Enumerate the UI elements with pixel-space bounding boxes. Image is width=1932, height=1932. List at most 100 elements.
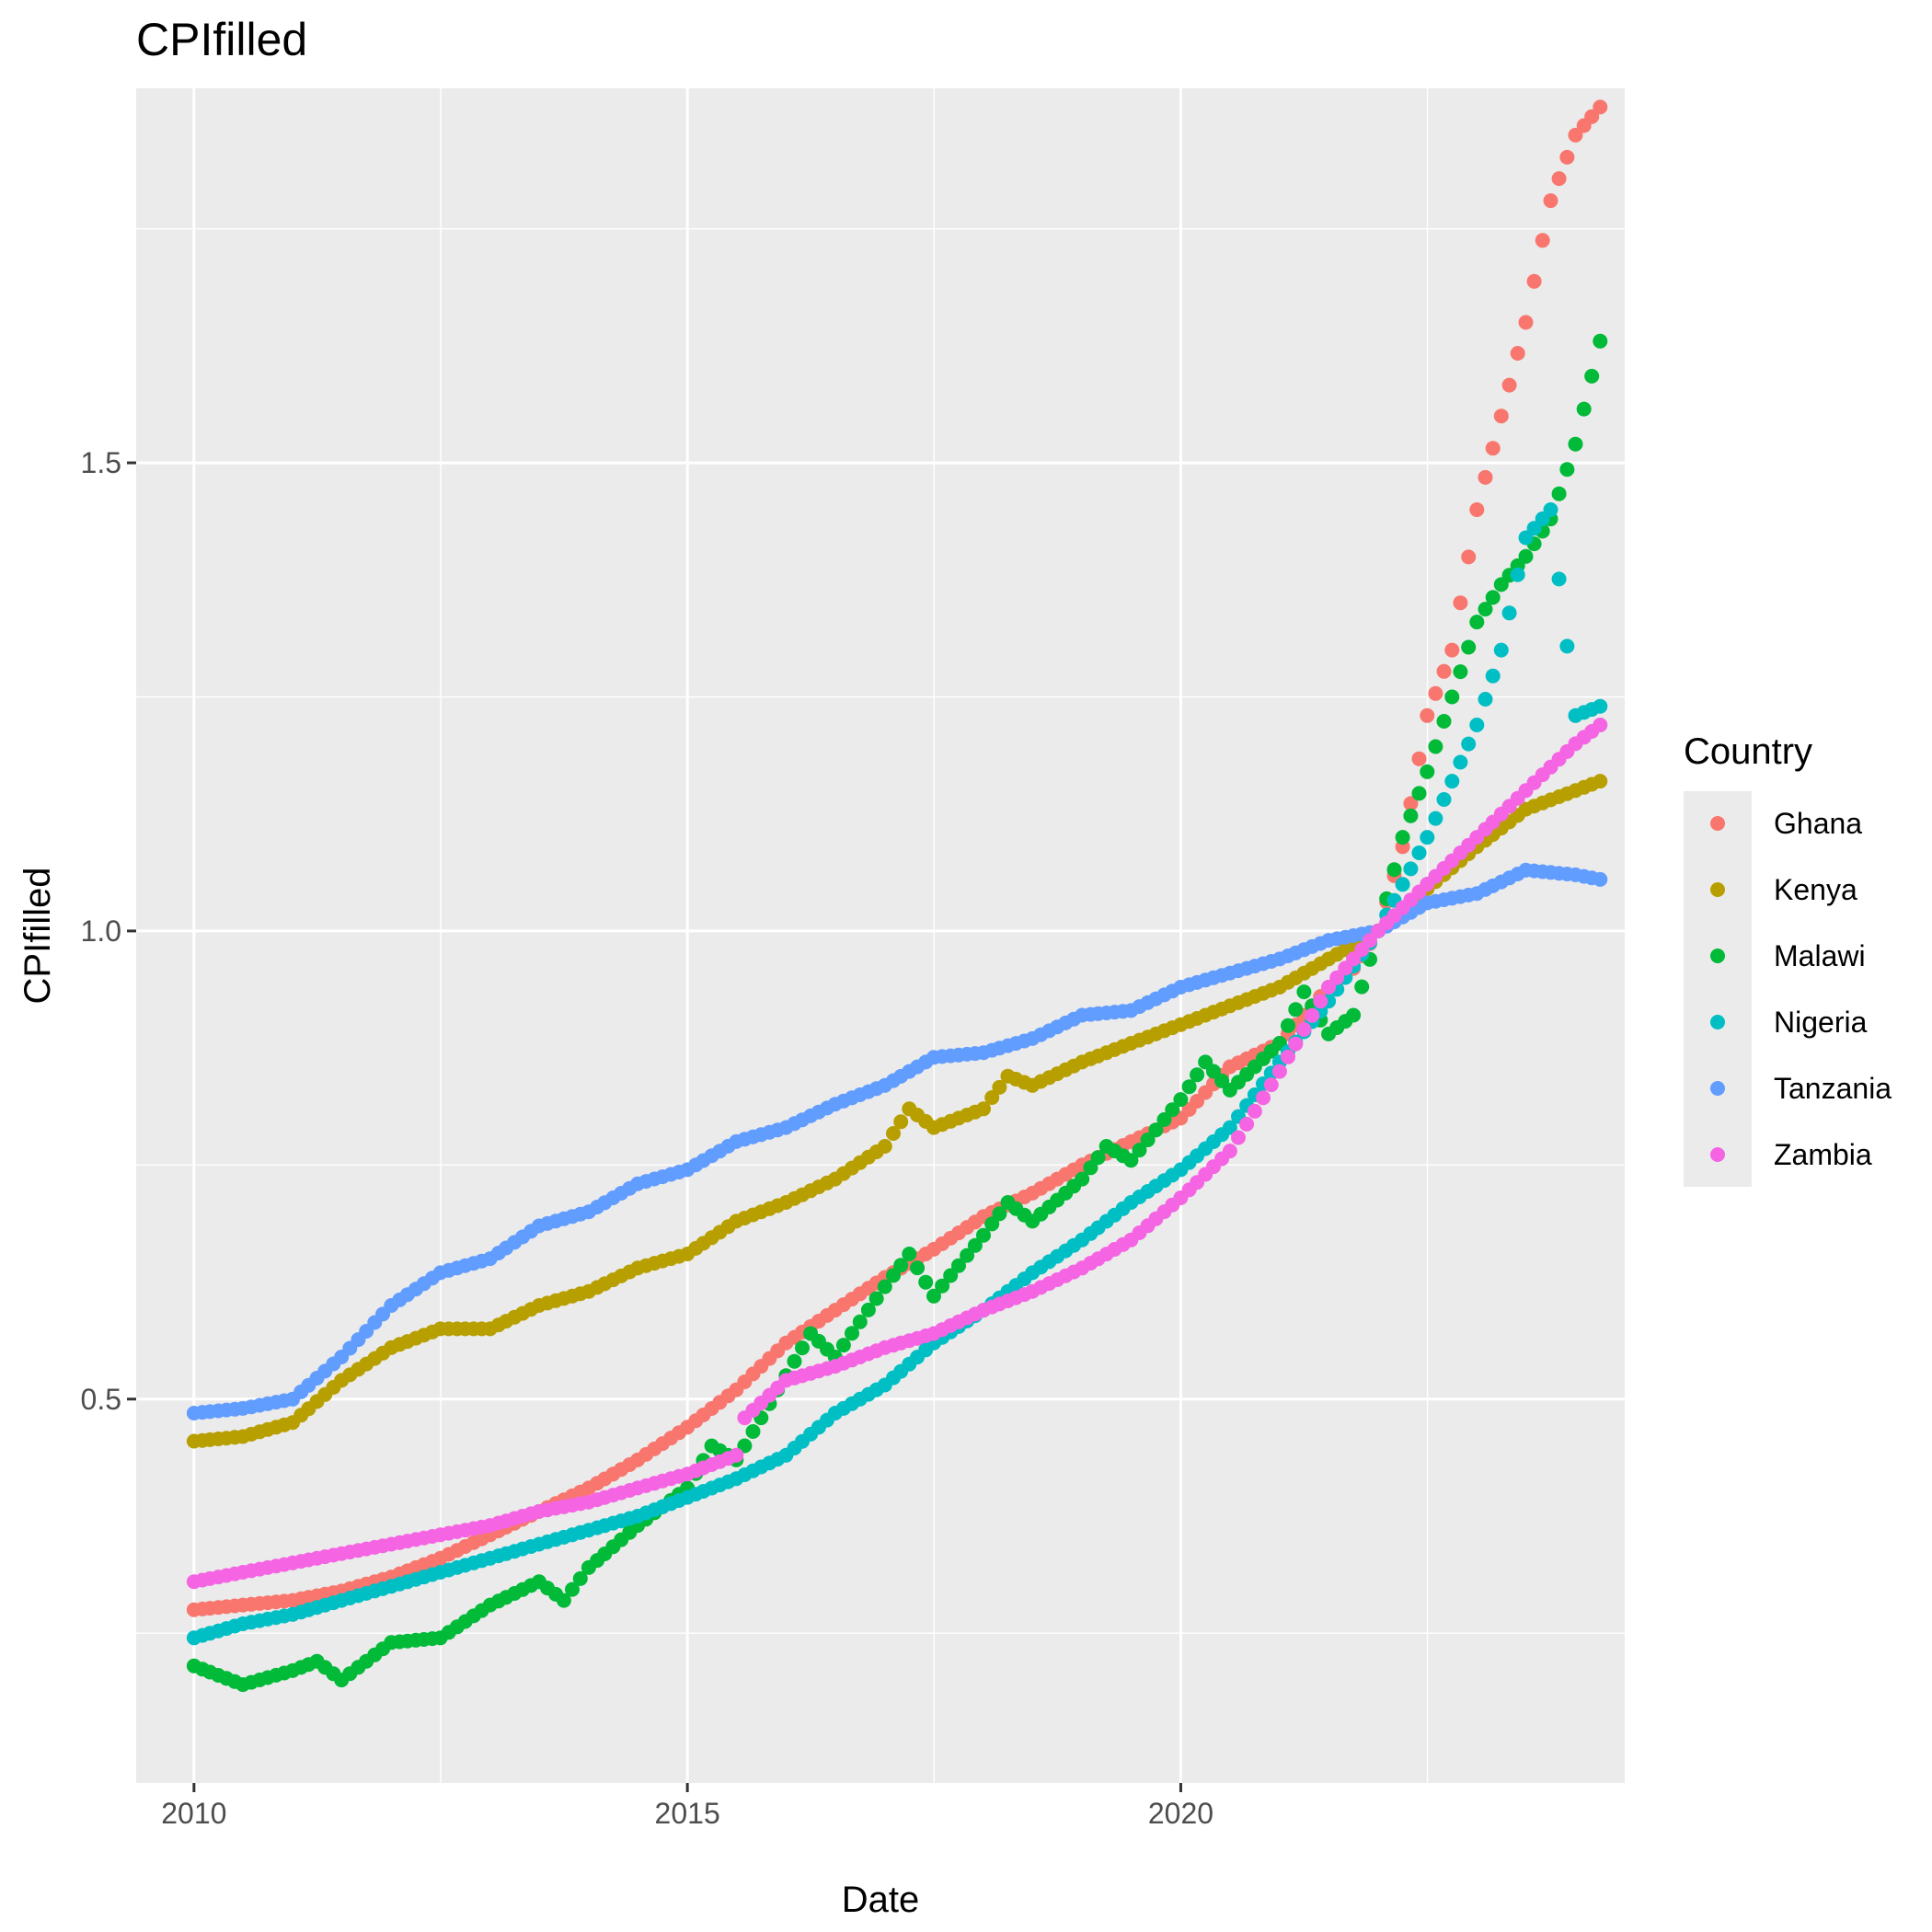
data-point bbox=[737, 1438, 753, 1454]
data-points bbox=[186, 99, 1608, 1693]
data-point bbox=[1222, 1120, 1237, 1135]
data-point bbox=[1222, 1144, 1237, 1159]
data-point bbox=[1444, 774, 1460, 789]
data-point bbox=[1156, 1112, 1172, 1127]
data-point bbox=[565, 1581, 580, 1597]
data-point bbox=[1288, 1036, 1304, 1052]
y-tick-label: 1.0 bbox=[81, 914, 121, 948]
grid-lines bbox=[136, 88, 1625, 1783]
legend-label-zambia: Zambia bbox=[1774, 1138, 1872, 1171]
data-point bbox=[1461, 736, 1477, 752]
data-point bbox=[1461, 639, 1477, 655]
data-point bbox=[1469, 502, 1485, 517]
data-point bbox=[1075, 1171, 1090, 1187]
data-point bbox=[1090, 1150, 1106, 1166]
data-point bbox=[1576, 401, 1592, 417]
data-point bbox=[1543, 502, 1558, 517]
data-point bbox=[1083, 1160, 1098, 1176]
y-axis-title: CPIfilled bbox=[17, 868, 58, 1005]
legend-label-tanzania: Tanzania bbox=[1774, 1072, 1892, 1105]
data-point bbox=[1559, 638, 1575, 654]
data-point bbox=[1239, 1116, 1255, 1132]
data-point bbox=[1453, 664, 1468, 680]
data-point bbox=[1493, 408, 1509, 424]
legend-key-background bbox=[1684, 791, 1752, 1187]
data-point bbox=[845, 1326, 859, 1341]
data-point bbox=[1559, 149, 1575, 165]
data-point bbox=[992, 1206, 1007, 1222]
legend-label-kenya: Kenya bbox=[1774, 873, 1857, 906]
data-point bbox=[1247, 1103, 1262, 1119]
legend-key-ghana bbox=[1710, 816, 1725, 831]
data-point bbox=[1461, 549, 1477, 565]
data-point bbox=[1403, 861, 1419, 877]
data-point bbox=[1559, 462, 1575, 477]
data-point bbox=[1411, 786, 1427, 801]
data-point bbox=[1453, 595, 1468, 611]
data-point bbox=[795, 1340, 810, 1356]
data-point bbox=[1165, 1102, 1180, 1118]
data-point bbox=[886, 1126, 901, 1141]
data-point bbox=[1148, 1122, 1164, 1138]
data-point bbox=[1568, 127, 1583, 143]
data-point bbox=[1281, 1049, 1295, 1064]
data-point bbox=[1428, 811, 1443, 826]
legend: Country Ghana Kenya Malawi Nigeria Tanzania Z… bbox=[1684, 731, 1892, 1187]
x-tick-label: 2010 bbox=[161, 1797, 226, 1830]
data-point bbox=[1593, 774, 1608, 789]
data-point bbox=[852, 1314, 868, 1329]
data-point bbox=[1140, 1133, 1156, 1147]
data-point bbox=[1420, 707, 1435, 723]
data-point bbox=[1346, 1007, 1362, 1023]
data-point bbox=[1478, 692, 1493, 707]
data-point bbox=[860, 1302, 876, 1317]
data-point bbox=[1395, 877, 1410, 892]
data-point bbox=[1231, 1130, 1246, 1145]
data-point bbox=[1363, 933, 1377, 949]
data-point bbox=[1271, 1064, 1287, 1079]
data-point bbox=[1444, 689, 1460, 705]
legend-title: Country bbox=[1684, 731, 1812, 772]
data-point bbox=[1584, 109, 1600, 124]
data-point bbox=[1593, 698, 1608, 714]
data-point bbox=[1386, 862, 1402, 878]
y-tick-label: 1.5 bbox=[81, 446, 121, 479]
data-point bbox=[902, 1247, 917, 1261]
legend-key-zambia bbox=[1710, 1147, 1725, 1162]
data-point bbox=[1411, 845, 1427, 860]
data-point bbox=[877, 1139, 892, 1154]
data-point bbox=[1535, 233, 1550, 248]
data-point bbox=[976, 1101, 991, 1117]
data-point bbox=[943, 1268, 959, 1283]
data-point bbox=[1420, 764, 1435, 779]
axes: 2010 2015 2020 0.5 1.0 1.5 bbox=[81, 446, 1214, 1830]
legend-label-malawi: Malawi bbox=[1774, 939, 1866, 972]
data-point bbox=[1444, 642, 1460, 658]
data-point bbox=[1321, 980, 1337, 995]
data-point bbox=[1403, 808, 1419, 823]
data-point bbox=[1593, 871, 1608, 887]
data-point bbox=[1263, 1077, 1279, 1093]
data-point bbox=[1593, 99, 1608, 115]
data-point bbox=[1593, 718, 1608, 732]
data-point bbox=[1329, 970, 1345, 985]
data-point bbox=[1510, 567, 1525, 582]
data-point bbox=[1493, 642, 1509, 658]
data-point bbox=[729, 1447, 744, 1463]
data-point bbox=[1469, 718, 1485, 732]
data-point bbox=[1428, 739, 1443, 754]
data-point bbox=[572, 1570, 588, 1586]
data-point bbox=[1469, 615, 1485, 630]
data-point bbox=[1296, 984, 1312, 1000]
data-point bbox=[1453, 754, 1468, 770]
data-point bbox=[1436, 792, 1452, 807]
data-point bbox=[1346, 951, 1362, 967]
data-point bbox=[1132, 1143, 1147, 1158]
data-point bbox=[1190, 1067, 1205, 1083]
data-point bbox=[1181, 1079, 1197, 1095]
data-point bbox=[1395, 830, 1410, 845]
data-point bbox=[1593, 333, 1608, 349]
data-point bbox=[984, 1216, 1000, 1232]
data-point bbox=[868, 1291, 884, 1306]
